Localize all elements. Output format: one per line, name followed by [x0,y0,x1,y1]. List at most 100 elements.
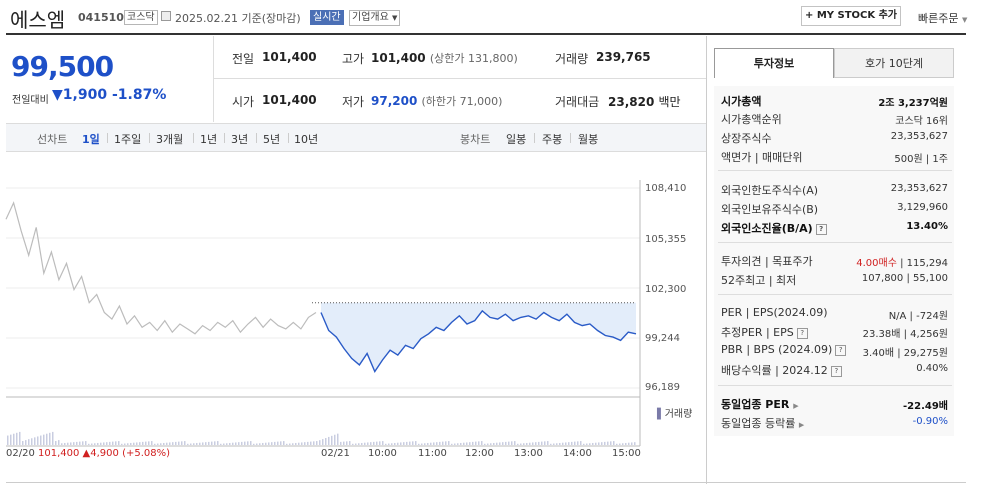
volume-bar [169,442,171,445]
per-eps-label: PER | EPS(2024.09) [721,306,828,319]
volume-bar [157,443,159,445]
help-icon[interactable]: ? [835,344,847,356]
opinion-value: 4.00매수 | 115,294 [856,258,948,269]
x-label: 12:00 [465,448,494,459]
volume-bar [325,438,327,445]
tab-candle-day[interactable]: 일봉 [506,133,527,146]
volume-bar [397,442,399,445]
header-divider [6,33,966,35]
down-triangle-icon: ▼ [52,87,63,103]
realtime-badge[interactable]: 실시간 [310,10,344,25]
par-value-value: 500원 | 1주 [894,154,948,165]
volume-bar [385,443,387,445]
tab-divider [288,133,289,143]
listed-shares-value: 23,353,627 [890,131,948,142]
volume-bar [79,441,81,445]
volume-bar [19,431,21,445]
help-icon[interactable]: ? [796,327,808,339]
volume-bar [403,442,405,445]
foreign-rate-value: 13.40% [906,221,948,232]
volume-bar [355,443,357,445]
tab-period-3y[interactable]: 3년 [231,133,249,146]
tab-hoga-10[interactable]: 호가 10단계 [834,48,954,78]
volume-bar [232,442,234,445]
volume-bar [568,442,570,445]
volume-label: 거래량 [555,52,589,66]
tab-divider [224,133,225,143]
change-percent: -1.87% [112,87,167,103]
help-icon[interactable]: ? [815,223,827,235]
volume-bar [121,443,123,445]
quick-order-button[interactable]: 빠른주문 ▼ [918,10,967,26]
volume-bar [487,443,489,445]
volume-bar [400,442,402,445]
tab-period-5y[interactable]: 5년 [263,133,281,146]
volume-bar [259,443,261,445]
volume-bar [166,442,168,445]
volume-bar [148,441,150,445]
volume-bar [67,442,69,445]
volume-bar [304,442,306,445]
volume-bar [277,441,279,445]
market-badge: 코스닥 [124,10,158,25]
volume-bar [517,443,519,445]
line-chart-label: 선차트 [37,133,68,146]
volume-bar [37,436,39,445]
company-info-label: 기업개요 [352,12,389,23]
volume-bar [319,440,321,445]
industry-rate-label[interactable]: 동일업종 등락률 ▶ [721,417,805,430]
tab-candle-week[interactable]: 주봉 [542,133,563,146]
volume-bar [280,441,282,445]
volume-bar [376,441,378,445]
volume-bar [415,441,417,445]
volume-bar [574,441,576,445]
volume-bar [286,443,288,445]
chevron-down-icon: ▼ [961,16,968,24]
volume-bar [307,441,309,445]
volume-bar [220,443,222,445]
volume-bar [565,442,567,445]
change-label: 전일대비 [12,95,49,106]
tab-period-1w[interactable]: 1주일 [114,133,142,146]
tab-invest-info[interactable]: 투자정보 [714,48,834,78]
volume-bar [124,443,126,445]
industry-per-label[interactable]: 동일업종 PER ▶ [721,398,799,411]
volume-bar [145,441,147,445]
volume-bar [544,441,546,445]
invest-info-panel [714,86,954,436]
volume-bar [268,442,270,445]
company-info-button[interactable]: 기업개요 ▼ [349,10,401,26]
quick-order-label: 빠른주문 [918,12,959,25]
volume-bar [445,441,447,445]
volume-bar [595,442,597,445]
volume-bar [61,443,63,445]
volume-bar [151,441,153,445]
volume-bar [409,441,411,445]
volume-bar [577,441,579,445]
volume-bar [589,443,591,445]
volume-bar [340,441,342,445]
volume-bar [139,442,141,445]
tab-candle-month[interactable]: 월봉 [578,133,599,146]
mystock-add-button[interactable]: + MY STOCK 추가 [801,6,901,26]
help-icon[interactable]: ? [830,365,842,377]
opinion-label: 투자의견 | 목표주가 [721,255,813,268]
low-value: 97,200 (하한가 71,000) [371,94,503,108]
volume-bar [481,441,483,445]
x-label: 15:00 [612,448,641,459]
market-cap-rank-value: 코스닥 16위 [895,116,948,127]
tab-period-10y[interactable]: 10년 [294,133,319,146]
volume-bar [571,441,573,445]
x-label: 02/21 [321,448,350,459]
volume-bar [352,443,354,445]
low-label: 저가 [342,95,365,109]
section-divider [718,170,952,171]
tab-period-1y[interactable]: 1년 [200,133,218,146]
volume-bar [451,443,453,445]
tab-period-1d[interactable]: 1일 [82,133,100,146]
listed-shares-label: 상장주식수 [721,132,772,145]
tab-period-3m[interactable]: 3개월 [156,133,184,146]
volume-bar [484,443,486,445]
volume-bar [559,442,561,445]
volume-bar [454,443,456,445]
